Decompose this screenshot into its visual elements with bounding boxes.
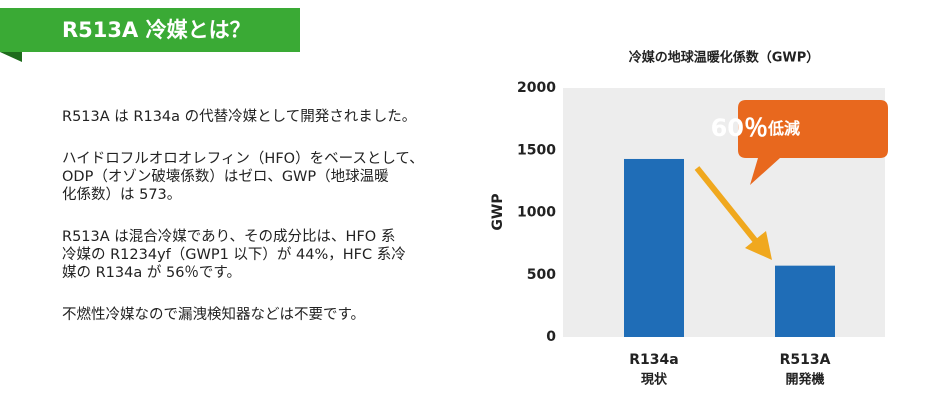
callout-value: 60％: [711, 114, 768, 142]
text-line: 不燃性冷媒なので漏洩検知器などは不要です。: [62, 307, 366, 323]
paragraph: R513A は R134a の代替冷媒として開発されました。: [62, 108, 424, 126]
arrow-line: [694, 166, 761, 246]
text-line: R513A は混合冷媒であり、その成分比は、HFO 系: [62, 229, 396, 245]
paragraph: 不燃性冷媒なので漏洩検知器などは不要です。: [62, 306, 424, 324]
header-banner: [0, 8, 300, 52]
text-line: 冷媒の R1234yf（GWP1 以下）が 44%，HFC 系冷: [62, 247, 406, 263]
x-tick-label: R134a: [629, 352, 678, 368]
text-line: ハイドロフルオロオレフィン（HFO）をベースとして、: [62, 151, 424, 167]
x-tick-label: R513A: [780, 352, 831, 368]
banner-fold: [0, 52, 22, 62]
header-title: R513A 冷媒とは？: [62, 18, 251, 42]
text-line: ODP（オゾン破壊係数）はゼロ、GWP（地球温暖: [62, 169, 389, 185]
bar: [624, 158, 684, 337]
arrow-head: [745, 231, 772, 260]
y-tick-label: 500: [527, 267, 556, 283]
y-tick-label: 2000: [517, 80, 556, 96]
y-tick-label: 1000: [517, 205, 556, 221]
paragraph: R513A は混合冷媒であり、その成分比は、HFO 系冷媒の R1234yf（G…: [62, 228, 424, 282]
callout: [738, 100, 888, 185]
y-tick-label: 1500: [517, 142, 556, 158]
text-line: 媒の R134a が 56％です。: [62, 265, 241, 281]
chart-title: 冷媒の地球温暖化係数（GWP）: [629, 50, 820, 66]
body-text: R513A は R134a の代替冷媒として開発されました。 ハイドロフルオロオレ…: [62, 108, 424, 348]
callout-text: 60％低減: [711, 114, 800, 142]
text-line: R513A は R134a の代替冷媒として開発されました。: [62, 109, 417, 125]
text-line: 化係数）は 573。: [62, 187, 182, 203]
paragraph: ハイドロフルオロオレフィン（HFO）をベースとして、 ODP（オゾン破壊係数）はゼ…: [62, 150, 424, 204]
x-tick-sublabel: 現状: [641, 372, 668, 388]
x-tick-sublabel: 開発機: [785, 372, 824, 388]
y-tick-label: 0: [546, 329, 556, 345]
callout-label: 低減: [767, 119, 800, 138]
bar: [775, 265, 835, 337]
y-axis-label: GWP: [490, 193, 506, 230]
